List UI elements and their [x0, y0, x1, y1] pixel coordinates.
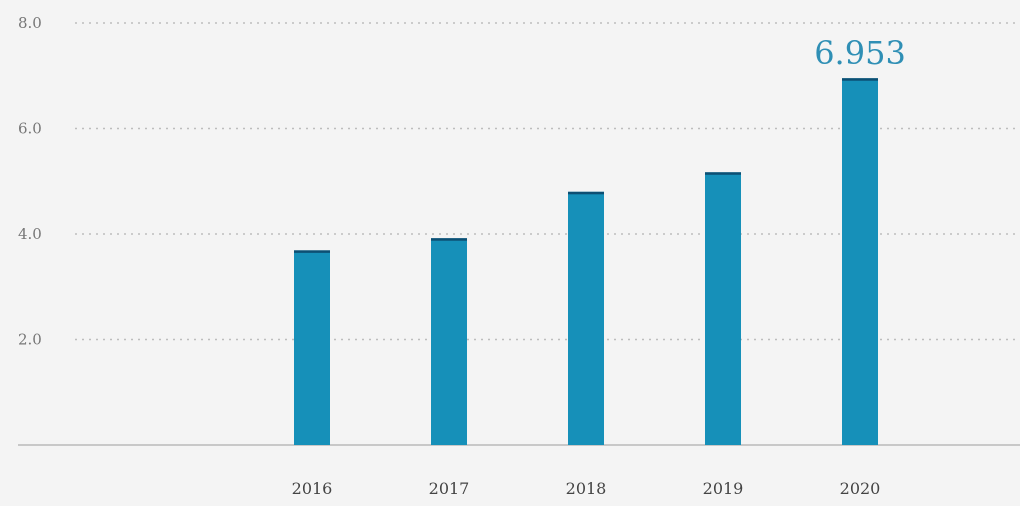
- x-tick-label: 2016: [292, 479, 333, 498]
- bar-2016: [294, 250, 330, 445]
- x-tick-label: 2020: [840, 479, 881, 498]
- y-tick-label: 2.0: [18, 331, 42, 349]
- x-tick-label: 2018: [566, 479, 607, 498]
- bar-cap-2020: [842, 78, 878, 81]
- bar-cap-2017: [431, 238, 467, 241]
- x-tick-label: 2017: [429, 479, 470, 498]
- data-label: 6.953: [814, 34, 906, 72]
- bar-2018: [568, 191, 604, 445]
- x-axis-ticks: 2016 2017 2018 2019 2020: [292, 479, 881, 498]
- bar-cap-2019: [705, 172, 741, 175]
- bar-cap-2018: [568, 191, 604, 195]
- bars: [294, 78, 878, 445]
- data-labels: 6.953: [814, 34, 906, 72]
- bar-2019: [705, 172, 741, 445]
- bar-2017: [431, 238, 467, 445]
- y-axis-ticks: 2.0 4.0 6.0 8.0: [18, 14, 42, 349]
- x-tick-label: 2019: [703, 479, 744, 498]
- bar-cap-2016: [294, 250, 330, 253]
- y-tick-label: 4.0: [18, 225, 42, 243]
- bar-2020: [842, 78, 878, 445]
- y-tick-label: 6.0: [18, 120, 42, 138]
- y-tick-label: 8.0: [18, 14, 42, 32]
